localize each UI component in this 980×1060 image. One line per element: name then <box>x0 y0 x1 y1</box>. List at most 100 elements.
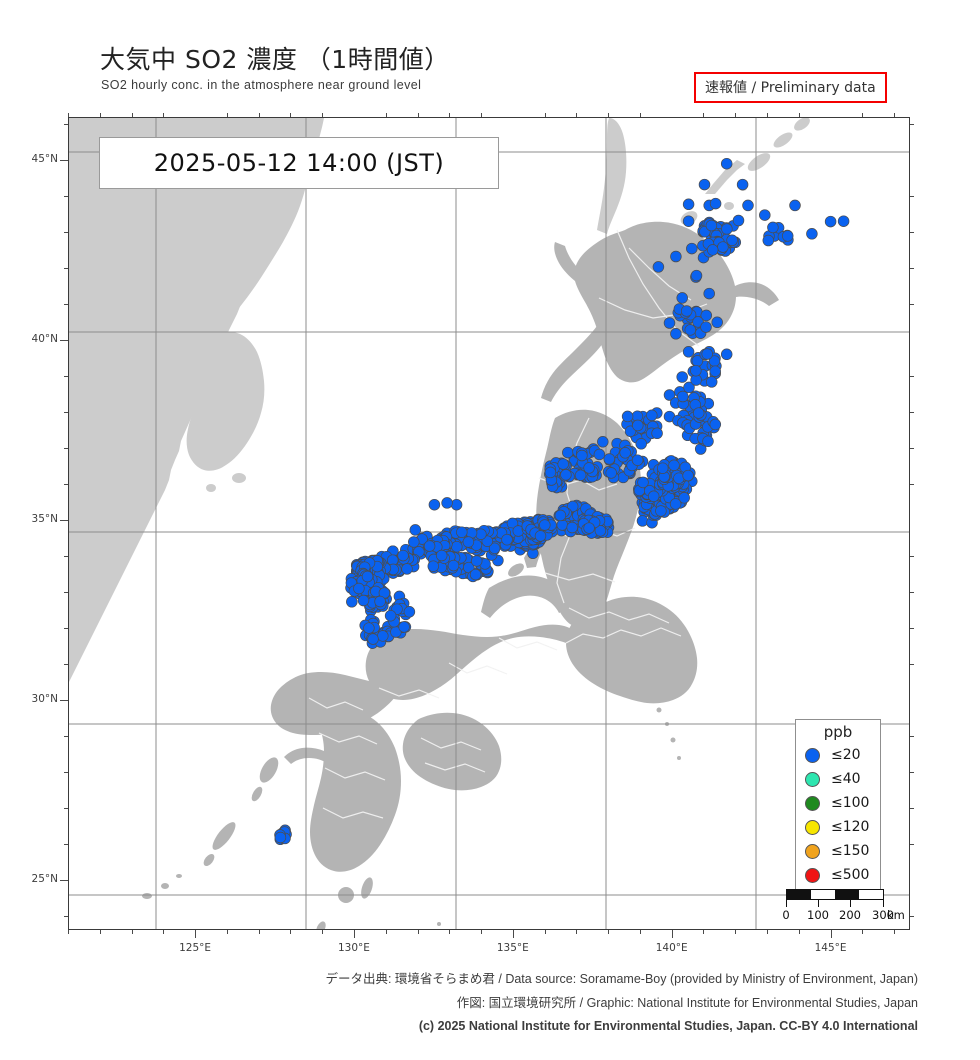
lon-tick-minor <box>862 113 863 117</box>
legend-swatch-5 <box>805 844 820 859</box>
lat-tick-minor <box>64 448 68 449</box>
lat-tick-minor <box>64 304 68 305</box>
lon-tick-minor <box>227 113 228 117</box>
lon-tick-major <box>831 930 832 938</box>
lon-tick-minor <box>545 930 546 934</box>
lon-tick-major <box>354 930 355 938</box>
lat-tick-minor <box>910 628 914 629</box>
legend-label: ≤20 <box>831 747 861 763</box>
lat-tick-minor <box>64 772 68 773</box>
lat-tick-minor <box>64 124 68 125</box>
lon-tick-minor <box>608 930 609 934</box>
lon-tick-major <box>195 930 196 938</box>
lon-label: 130°E <box>332 942 376 954</box>
lat-label: 35°N <box>16 513 58 525</box>
scale-bar-label: 200 <box>839 908 861 922</box>
lat-tick-major <box>60 340 68 341</box>
lon-tick-minor <box>386 113 387 117</box>
legend-title: ppb <box>796 723 880 743</box>
lon-tick-minor <box>735 113 736 117</box>
legend-swatch-2 <box>805 772 820 787</box>
lon-tick-minor <box>862 930 863 934</box>
lon-tick-minor <box>608 113 609 117</box>
legend-item[interactable]: ≤40 <box>796 767 880 791</box>
lon-tick-minor <box>418 930 419 934</box>
lon-tick-minor <box>68 113 69 117</box>
legend-swatch-6 <box>805 868 820 883</box>
lon-tick-minor <box>640 113 641 117</box>
legend-item[interactable]: ≤150 <box>796 839 880 863</box>
lat-tick-minor <box>64 556 68 557</box>
scale-bar-labels: 300 200 100 0 km <box>786 908 884 922</box>
scale-bar: 300 200 100 0 km <box>786 889 884 922</box>
lat-tick-minor <box>64 628 68 629</box>
scale-bar-segments <box>786 889 884 900</box>
lat-tick-minor <box>64 808 68 809</box>
scale-seg-2 <box>811 890 835 899</box>
scale-bar-label: 100 <box>807 908 829 922</box>
lon-tick-minor <box>799 113 800 117</box>
legend-item[interactable]: ≤20 <box>796 743 880 767</box>
lon-tick-minor <box>449 113 450 117</box>
timestamp-label: 2025-05-12 14:00 (JST) <box>154 149 445 177</box>
lon-tick-minor <box>481 113 482 117</box>
footer-copyright: (c) 2025 National Institute for Environm… <box>0 1019 980 1033</box>
lat-label: 30°N <box>16 693 58 705</box>
lat-tick-minor <box>64 844 68 845</box>
lon-tick-minor <box>767 113 768 117</box>
legend-item[interactable]: ≤500 <box>796 863 880 887</box>
lon-tick-minor <box>894 930 895 934</box>
lon-tick-minor <box>418 113 419 117</box>
lat-tick-minor <box>910 916 914 917</box>
lon-tick-minor <box>894 113 895 117</box>
lon-tick-minor <box>322 930 323 934</box>
scale-seg-4 <box>859 890 883 899</box>
lon-tick-minor <box>100 930 101 934</box>
lon-tick-minor <box>100 113 101 117</box>
lon-tick-minor <box>163 930 164 934</box>
lat-tick-minor <box>910 412 914 413</box>
scale-bar-ticks <box>786 900 884 907</box>
page-title: 大気中 SO2 濃度 （1時間値） <box>100 40 450 76</box>
lon-tick-minor <box>132 930 133 934</box>
lat-tick-minor <box>910 556 914 557</box>
lat-tick-minor <box>910 484 914 485</box>
lat-tick-minor <box>64 268 68 269</box>
lon-tick-minor <box>132 113 133 117</box>
legend-item[interactable]: ≤100 <box>796 791 880 815</box>
legend-item[interactable]: ≤120 <box>796 815 880 839</box>
lon-tick-major <box>672 930 673 938</box>
lat-tick-major <box>60 880 68 881</box>
lat-tick-major <box>60 520 68 521</box>
lon-tick-minor <box>799 930 800 934</box>
lat-tick-minor <box>910 304 914 305</box>
lat-tick-minor <box>910 664 914 665</box>
lon-tick-minor <box>576 930 577 934</box>
legend-label: ≤40 <box>831 771 861 787</box>
legend-label: ≤150 <box>831 843 869 859</box>
map-canvas[interactable] <box>68 117 910 930</box>
scale-seg-1 <box>787 890 811 899</box>
lon-tick-minor <box>767 930 768 934</box>
lat-label: 25°N <box>16 873 58 885</box>
lat-tick-minor <box>910 808 914 809</box>
lat-tick-minor <box>64 376 68 377</box>
lon-tick-major <box>513 930 514 938</box>
lon-tick-minor <box>322 113 323 117</box>
lon-label: 140°E <box>650 942 694 954</box>
lat-tick-minor <box>910 376 914 377</box>
lat-tick-minor <box>910 196 914 197</box>
lon-label: 135°E <box>491 942 535 954</box>
lat-tick-minor <box>64 592 68 593</box>
lat-tick-minor <box>64 916 68 917</box>
lat-tick-minor <box>910 844 914 845</box>
footer-graphic: 作図: 国立環境研究所 / Graphic: National Institut… <box>0 992 980 1011</box>
footer-datasource: データ出典: 環境省そらまめ君 / Data source: Soramame-… <box>0 968 980 987</box>
scale-bar-unit: km <box>887 908 905 922</box>
legend-swatch-1 <box>805 748 820 763</box>
lon-tick-minor <box>576 113 577 117</box>
page-subtitle: SO2 hourly conc. in the atmosphere near … <box>101 78 421 92</box>
lat-tick-minor <box>910 232 914 233</box>
lon-tick-minor <box>735 930 736 934</box>
lon-tick-minor <box>640 930 641 934</box>
